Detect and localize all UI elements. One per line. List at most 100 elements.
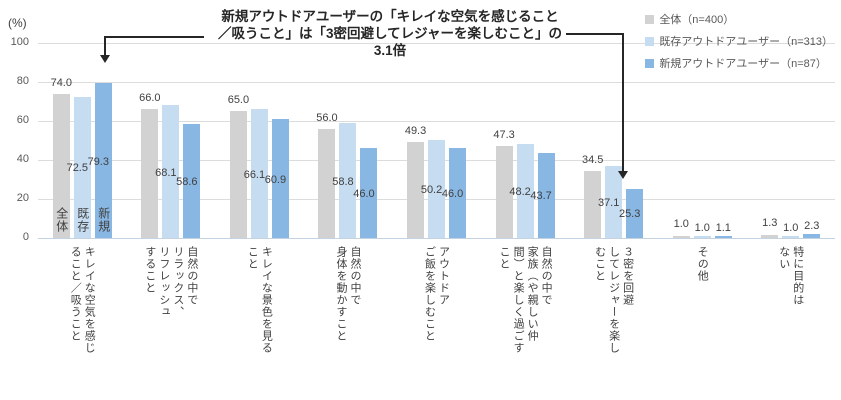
bar-value-label: 50.2 xyxy=(420,184,443,197)
category-label: 自然の中で リラックス、 リフレッシュ すること xyxy=(143,246,198,318)
y-axis: 0 20 40 60 80 100 xyxy=(0,36,33,243)
category-cell: アウトドア ご飯を楽しむこと xyxy=(392,246,481,354)
bar xyxy=(360,148,378,238)
y-tick-label: 40 xyxy=(16,153,29,165)
y-tick-label: 20 xyxy=(16,192,29,204)
bar-value-label: 58.6 xyxy=(176,175,198,188)
bar xyxy=(73,96,91,238)
bar xyxy=(803,233,821,238)
bar-series-overlay-label: 新規 xyxy=(96,207,111,233)
legend-label: 既存アウトドアユーザー（n=313） xyxy=(659,36,833,48)
annotation-connector-right-drop xyxy=(622,33,624,171)
y-axis-unit-label: (%) xyxy=(8,16,27,30)
bar-value-label: 1.0 xyxy=(694,222,710,234)
bar xyxy=(428,140,446,238)
category-cell: 自然の中で リラックス、 リフレッシュ すること xyxy=(127,246,216,354)
bar xyxy=(672,236,690,238)
bar xyxy=(141,109,159,238)
bar xyxy=(449,148,467,238)
category-label: 特に目的は ない xyxy=(777,246,804,306)
bar-value-label: 1.3 xyxy=(762,217,778,230)
bar-value-label: 47.3 xyxy=(493,128,515,141)
gridline xyxy=(38,82,835,83)
bar-group: 66.0 68.1 58.6 xyxy=(127,43,216,238)
bar-value-label: 46.0 xyxy=(441,188,464,201)
category-cell: キレイな空気を感じ ること／吸うこと xyxy=(38,246,127,354)
bar-value-label: 60.9 xyxy=(264,173,287,186)
y-tick-label: 0 xyxy=(22,231,29,243)
legend-label: 新規アウトドアユーザー（n=87） xyxy=(659,58,827,70)
category-label: キレイな空気を感じ ること／吸うこと xyxy=(69,246,96,354)
bar-value-label: 46.0 xyxy=(353,188,375,201)
annotation-connector-left xyxy=(105,36,204,38)
bar xyxy=(52,93,70,238)
category-label: その他 xyxy=(696,246,709,282)
category-cell: その他 xyxy=(658,246,747,354)
bar-value-label: 25.3 xyxy=(618,208,641,221)
category-cell: 自然の中で 身体を動かすこと xyxy=(304,246,393,354)
bar xyxy=(495,145,513,238)
arrow-down-icon xyxy=(100,55,110,63)
bar-value-label: 56.0 xyxy=(316,111,338,124)
bar-value-label: 49.3 xyxy=(404,124,427,137)
bar-value-label: 1.0 xyxy=(673,218,689,230)
bar-value-label: 66.0 xyxy=(139,92,161,105)
bar-value-label: 68.1 xyxy=(155,166,177,179)
bar xyxy=(584,170,602,238)
annotation-connector-left-drop xyxy=(104,36,106,55)
bar-group: 34.5 37.1 25.3 xyxy=(569,43,658,238)
bar-value-label: 34.5 xyxy=(581,153,604,166)
bar-group: 74.0 72.5 79.3 全体 既存 新規 xyxy=(38,43,127,238)
bar-group: 65.0 66.1 60.9 xyxy=(215,43,304,238)
annotation-line-1: 新規アウトドアユーザーの「キレイな空気を感じること xyxy=(221,9,559,24)
bar-value-label: 43.7 xyxy=(530,190,552,203)
category-cell: 特に目的は ない xyxy=(747,246,836,354)
bar-value-label: 58.8 xyxy=(332,175,354,188)
legend: 全体（n=400） 既存アウトドアユーザー（n=313） 新規アウトドアユーザー（n… xyxy=(645,11,833,71)
bar xyxy=(162,105,180,238)
bar xyxy=(537,152,555,238)
bar-value-label: 1.1 xyxy=(715,221,731,234)
bar-value-label: 48.2 xyxy=(509,186,531,199)
bar-series-overlay-label: 全体 xyxy=(54,207,69,233)
category-label: ３密を回避 してレジャーを楽し むこと xyxy=(593,246,634,354)
bar-group: 1.0 1.0 1.1 xyxy=(658,43,747,238)
bar-value-label: 74.0 xyxy=(50,76,72,89)
category-label: キレイな景色を見る こと xyxy=(246,246,273,354)
bar xyxy=(761,235,779,238)
category-cell: ３密を回避 してレジャーを楽し むこと xyxy=(569,246,658,354)
annotation-connector-right xyxy=(566,33,624,35)
bar xyxy=(782,236,800,238)
bar xyxy=(250,109,268,238)
legend-item: 全体（n=400） xyxy=(645,11,833,27)
y-tick-label: 60 xyxy=(16,114,29,126)
gridline xyxy=(38,121,835,122)
legend-swatch-icon xyxy=(645,14,655,24)
y-tick-label: 100 xyxy=(10,36,29,48)
arrow-down-icon xyxy=(618,171,628,179)
legend-item: 既存アウトドアユーザー（n=313） xyxy=(645,33,833,49)
bar xyxy=(626,188,644,238)
bar-series-overlay-label: 既存 xyxy=(75,207,90,233)
bar xyxy=(714,235,732,238)
y-tick-label: 80 xyxy=(16,75,29,87)
bar-value-label: 1.0 xyxy=(783,222,799,234)
bar-group: 49.3 50.2 46.0 xyxy=(392,43,481,238)
annotation-line-3: 3.1倍 xyxy=(373,43,407,58)
bar-group: 1.3 1.0 2.3 xyxy=(747,43,836,238)
bar xyxy=(271,119,289,238)
bar-value-label: 37.1 xyxy=(597,196,620,209)
category-label: アウトドア ご飯を楽しむこと xyxy=(423,246,450,342)
category-cell: 自然の中で 家族（や親しい仲 間）と楽しく過ごす こと xyxy=(481,246,570,354)
bar-value-label: 65.0 xyxy=(227,94,250,107)
legend-swatch-icon xyxy=(645,36,655,46)
category-cell: キレイな景色を見る こと xyxy=(215,246,304,354)
bar xyxy=(183,123,201,238)
category-label: 自然の中で 身体を動かすこと xyxy=(334,246,361,342)
category-axis: キレイな空気を感じ ること／吸うこと 自然の中で リラックス、 リフレッシュ する… xyxy=(38,246,835,354)
bar-group: 47.3 48.2 43.7 xyxy=(481,43,570,238)
legend-label: 全体（n=400） xyxy=(659,14,735,26)
plot-area: 74.0 72.5 79.3 全体 既存 新規 66.0 68.1 58.6 65.0 66.1 60… xyxy=(38,43,836,239)
bar-value-label: 2.3 xyxy=(804,219,820,232)
